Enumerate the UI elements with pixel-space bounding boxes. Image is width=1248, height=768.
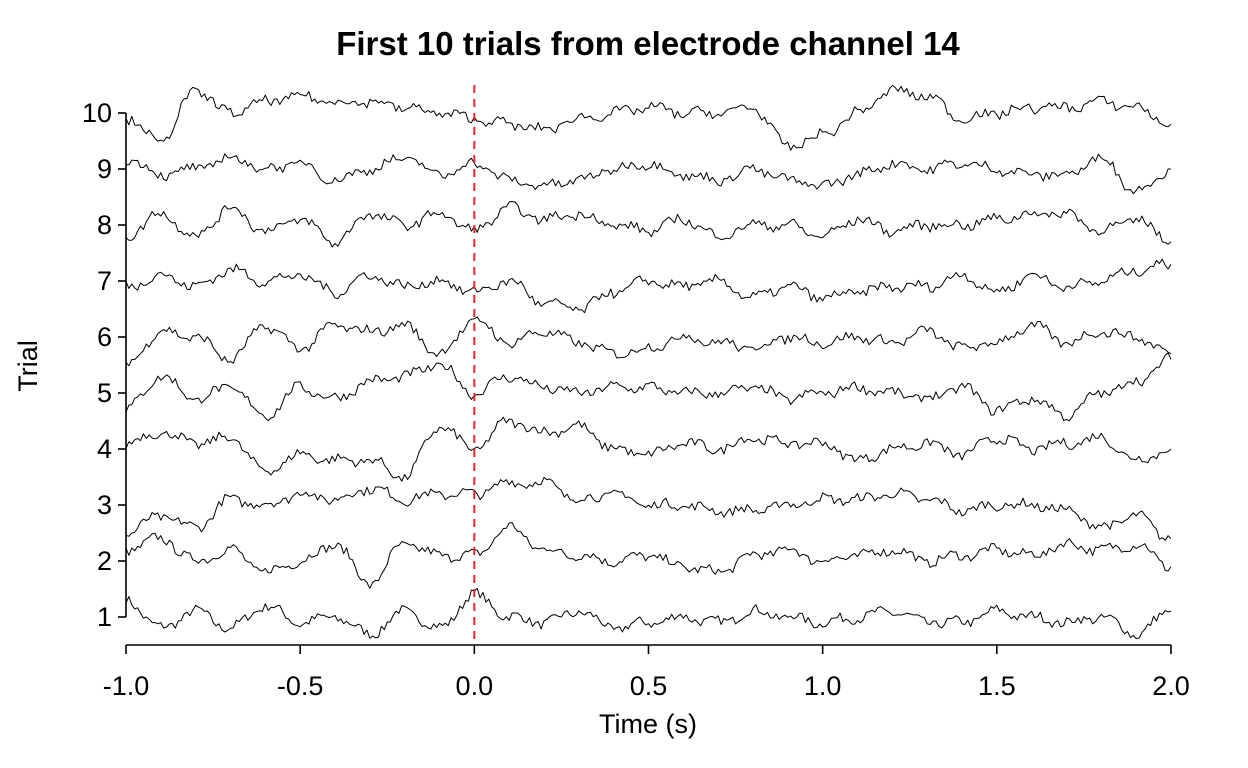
- trial-trace: [125, 84, 1172, 151]
- trial-trace: [125, 476, 1172, 541]
- y-tick-label: 2: [97, 546, 112, 576]
- y-tick-label: 1: [97, 602, 112, 632]
- x-axis-label: Time (s): [599, 709, 697, 739]
- trial-traces: [125, 84, 1172, 640]
- y-axis-ticks: 1 2 3 4 5 6 7 8 9 10: [82, 98, 126, 632]
- trial-trace: [125, 587, 1172, 640]
- trial-trace: [125, 201, 1172, 248]
- x-tick-label: 1.5: [978, 671, 1016, 701]
- x-tick-label: -0.5: [277, 671, 324, 701]
- trial-trace: [125, 352, 1172, 422]
- x-tick-label: 0.5: [630, 671, 668, 701]
- y-tick-label: 3: [97, 490, 112, 520]
- y-axis-label: Trial: [13, 340, 43, 392]
- x-tick-label: 2.0: [1152, 671, 1190, 701]
- chart-title: First 10 trials from electrode channel 1…: [336, 25, 960, 62]
- trial-trace: [125, 153, 1171, 195]
- trial-trace: [125, 258, 1172, 314]
- x-axis-ticks: -1.0 -0.5 0.0 0.5 1.0 1.5 2.0: [103, 645, 1190, 701]
- x-tick-label: 1.0: [804, 671, 842, 701]
- y-tick-label: 4: [97, 434, 112, 464]
- x-tick-label: -1.0: [103, 671, 150, 701]
- trial-trace: [125, 416, 1172, 482]
- trial-trace: [125, 522, 1172, 589]
- y-tick-label: 7: [97, 266, 112, 296]
- y-tick-label: 5: [97, 378, 112, 408]
- y-tick-label: 10: [82, 98, 112, 128]
- x-tick-label: 0.0: [456, 671, 494, 701]
- y-tick-label: 9: [97, 154, 112, 184]
- y-tick-label: 8: [97, 210, 112, 240]
- trial-trace: [125, 316, 1172, 367]
- y-tick-label: 6: [97, 322, 112, 352]
